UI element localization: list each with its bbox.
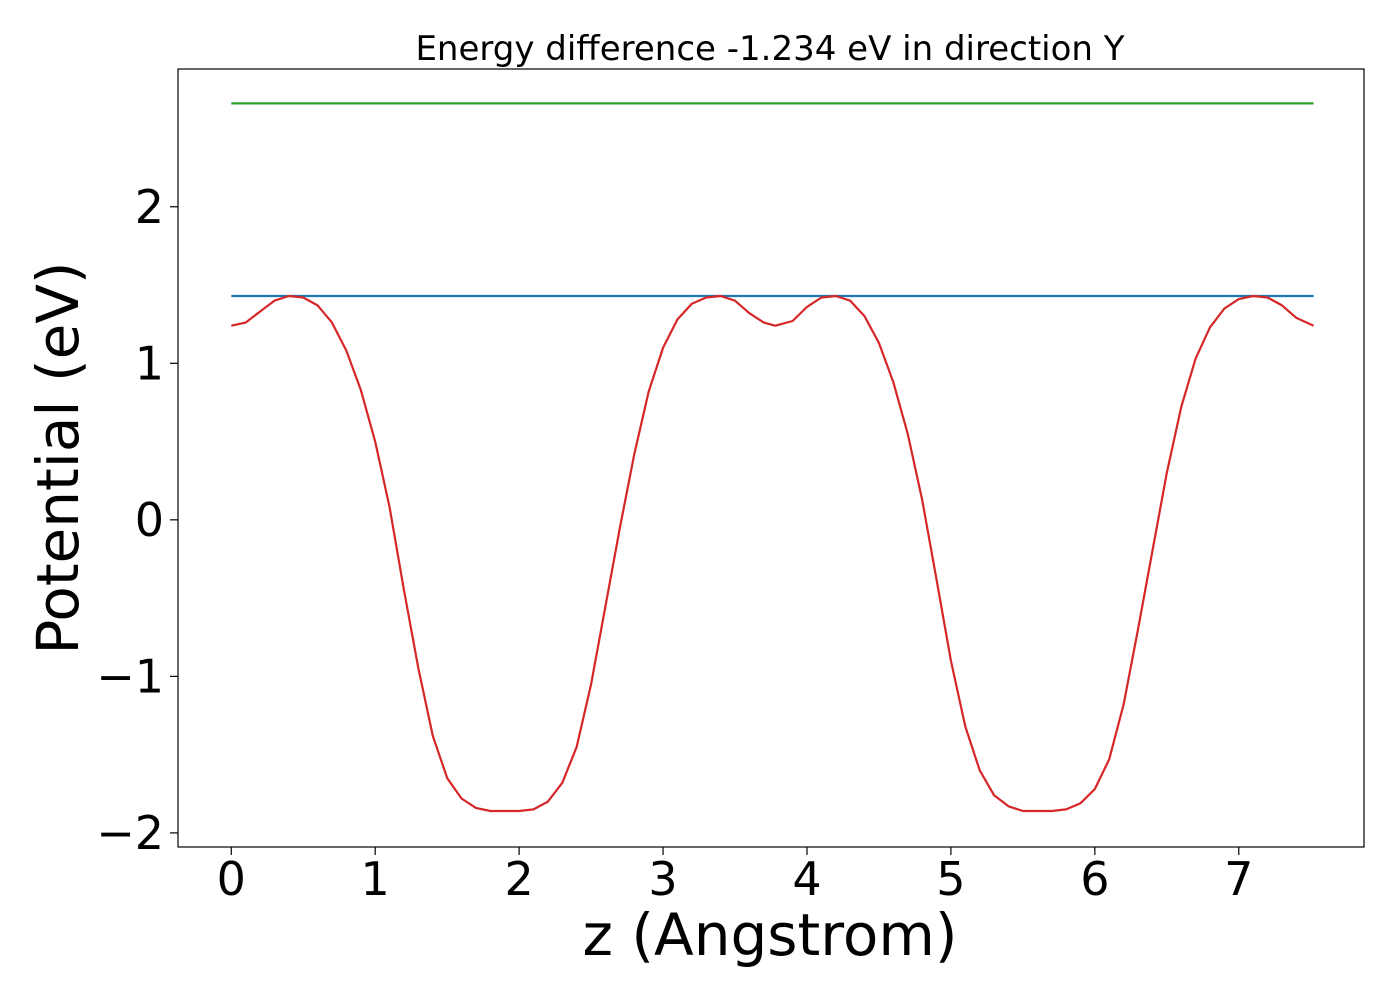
x-axis-ticks: 0 1 2 3 4 5 6 7 bbox=[217, 847, 1253, 906]
x-tick-label: 5 bbox=[936, 852, 965, 906]
x-tick-label: 3 bbox=[648, 852, 677, 906]
x-tick-label: 6 bbox=[1080, 852, 1109, 906]
y-tick-label: −2 bbox=[96, 806, 164, 860]
x-tick-label: 0 bbox=[217, 852, 246, 906]
x-tick-label: 1 bbox=[361, 852, 390, 906]
plot-frame bbox=[177, 68, 1365, 848]
y-tick-label: 2 bbox=[135, 180, 164, 234]
y-tick-label: 1 bbox=[135, 336, 164, 390]
y-axis-label: Potential (eV) bbox=[24, 261, 92, 654]
x-tick-label: 2 bbox=[504, 852, 533, 906]
y-tick-label: −1 bbox=[96, 649, 164, 703]
x-tick-label: 7 bbox=[1224, 852, 1253, 906]
x-axis-label: z (Angstrom) bbox=[583, 901, 958, 969]
x-tick-label: 4 bbox=[792, 852, 821, 906]
y-axis-ticks: −2 −1 0 1 2 bbox=[96, 180, 178, 860]
y-tick-label: 0 bbox=[135, 493, 164, 547]
series-line-0 bbox=[231, 294, 1315, 813]
chart-title: Energy difference -1.234 eV in direction… bbox=[415, 29, 1124, 69]
series-layer bbox=[231, 102, 1315, 813]
